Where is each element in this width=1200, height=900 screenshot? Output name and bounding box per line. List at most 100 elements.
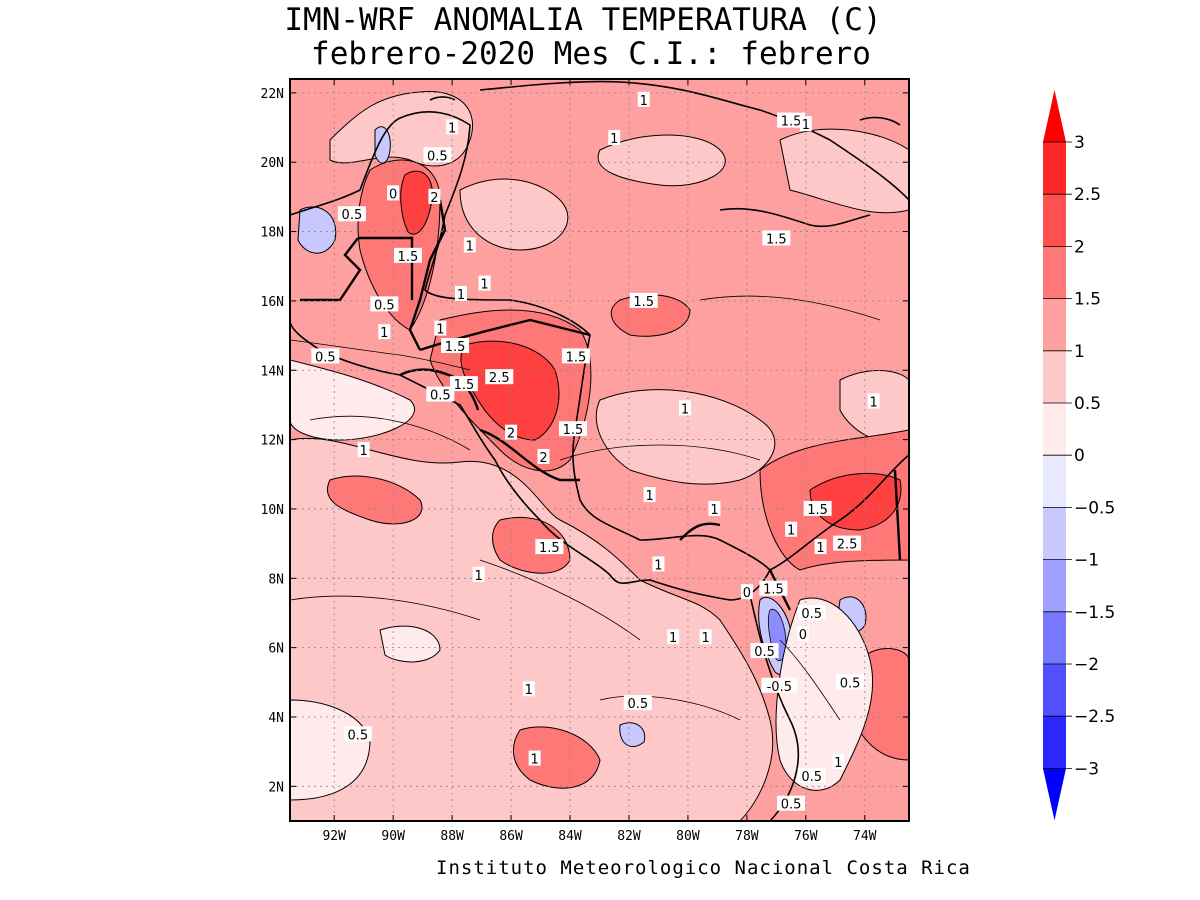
contour-label: 0.5 (347, 728, 368, 743)
contour-label: 2 (539, 451, 547, 466)
contour-label-bg (434, 320, 447, 336)
colorbar-label: 1.5 (1074, 290, 1101, 310)
colorbar-segment (1043, 507, 1066, 560)
contour-label-bg (378, 324, 391, 340)
map-title: IMN-WRF ANOMALIA TEMPERATURA (C) (284, 2, 882, 38)
colorbar-segment (1043, 664, 1066, 717)
contour-label: 0.5 (342, 208, 363, 223)
colorbar-segment (1043, 194, 1066, 247)
lat-tick-label: 22N (261, 87, 284, 102)
contour-label: 1 (669, 631, 677, 646)
lat-tick-label: 18N (261, 226, 284, 241)
contour-label: 1.5 (445, 340, 466, 355)
contour-label-bg (629, 292, 658, 308)
contour-label-bg (311, 348, 340, 364)
contour-label-bg (678, 400, 691, 416)
contour-label: 0.5 (781, 798, 802, 813)
colorbar-segment (1043, 716, 1066, 769)
contour-label: 1 (380, 326, 388, 341)
colorbar-label: −0.5 (1074, 498, 1115, 518)
contour-label: 1 (610, 132, 618, 147)
contour-label-bg (343, 726, 372, 742)
contour-label-bg (357, 442, 370, 457)
contour-label-bg (777, 795, 806, 811)
contour-label-bg (558, 421, 587, 437)
contour-label-bg (623, 695, 652, 711)
contour-label: 0.5 (840, 676, 861, 691)
colorbar-label: 3 (1074, 133, 1085, 153)
lon-tick-label: 78W (735, 829, 759, 844)
lat-tick-label: 10N (261, 503, 284, 518)
contour-label: 1.5 (763, 583, 784, 598)
contour-label-bg (441, 337, 470, 353)
contour-label: 1.5 (566, 350, 587, 365)
contour-label-bg (454, 285, 467, 301)
contour-label: 0.5 (374, 298, 395, 313)
colorbar-segment (1043, 403, 1066, 456)
contour-lines (290, 295, 881, 721)
lon-tick-label: 82W (617, 829, 641, 844)
contour-label: 1.5 (454, 378, 475, 393)
colorbar-segment (1043, 142, 1066, 195)
contour-label: 1.5 (781, 115, 802, 130)
contour-label-bg (463, 237, 476, 253)
contour-label: 0.5 (427, 149, 448, 164)
contour-label-bg (796, 625, 809, 641)
contour-label: 1 (466, 239, 474, 254)
lon-tick-label: 92W (322, 829, 346, 844)
contour-label-bg (637, 91, 650, 107)
anomaly-band-2-3 (400, 170, 902, 531)
colorbar-segment (1043, 455, 1066, 508)
colorbar-label: 1 (1074, 342, 1085, 362)
lat-tick-label: 2N (268, 780, 284, 795)
contour-label: 1 (436, 323, 444, 338)
lon-tick-label: 84W (558, 829, 582, 844)
colorbar-top-arrow (1043, 90, 1066, 142)
map-subtitle: febrero-2020 Mes C.I.: febrero (311, 36, 871, 72)
map-frame (289, 78, 910, 822)
credit-text: Instituto Meteorologico Nacional Costa R… (436, 857, 971, 879)
contour-label: 0 (799, 628, 807, 643)
contour-label-bg (832, 754, 845, 770)
contour-label: 1 (681, 402, 689, 417)
contour-label-bg (785, 521, 798, 537)
colorbar-label: −2.5 (1074, 707, 1115, 727)
contour-label-bg (777, 112, 806, 128)
contour-label: 1 (480, 278, 488, 293)
contour-label-bg (426, 386, 455, 402)
colorbar-label: −2 (1074, 655, 1099, 675)
contour-label-bg (762, 230, 791, 246)
colorbar: 3 2.5 2 1.5 1 0.5 0 −0.5 −1 −1.5 −2 −2.5 −3 (1043, 90, 1115, 821)
contour-label: 0.5 (627, 697, 648, 712)
contour-label: 2 (430, 191, 438, 206)
contour-label: 1 (701, 631, 709, 646)
lon-tick-label: 80W (676, 829, 700, 844)
colorbar-label: −1.5 (1074, 603, 1115, 623)
colorbar-segment (1043, 350, 1066, 403)
contour-label-bg (370, 296, 399, 312)
contour-label-bg (799, 116, 812, 132)
contour-label-bg (393, 247, 422, 263)
contour-label-bg (797, 767, 826, 783)
contour-label-bg (836, 674, 865, 690)
colorbar-label: 0 (1074, 446, 1085, 466)
lon-tick-label: 76W (794, 829, 818, 844)
contour-label-bg (428, 188, 441, 204)
map-axes: 92W 90W 88W 86W 84W 82W 80W 78W 76W 74W22N20N18N1… (261, 79, 909, 844)
contour-label-bg (750, 643, 779, 659)
contour-label: 2.5 (837, 538, 858, 553)
contour-label: 1.5 (633, 295, 654, 310)
contour-label: 1 (640, 94, 648, 109)
contour-label-bg (708, 500, 721, 516)
contour-label-bg (505, 424, 518, 440)
contour-label-bg (803, 500, 832, 516)
contour-label-bg (833, 535, 862, 551)
contour-label-bg (478, 275, 491, 291)
contour-label: 1 (360, 444, 368, 459)
contour-label: 1 (802, 118, 810, 133)
contour-label-bg (740, 584, 753, 600)
contour-label-bg (337, 206, 366, 222)
contour-label-bg (528, 750, 541, 766)
lat-tick-label: 4N (268, 711, 284, 726)
